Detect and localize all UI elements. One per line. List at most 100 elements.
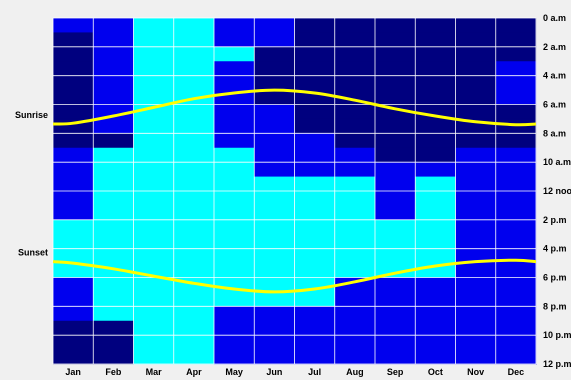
heatmap-cell	[173, 191, 215, 206]
y-tick-label: 6 p.m	[543, 273, 567, 283]
heatmap-cell	[53, 349, 94, 365]
heatmap-cell	[334, 18, 376, 33]
heatmap-cell	[53, 277, 94, 293]
heatmap-cell	[495, 46, 537, 62]
sun-curves	[52, 88, 537, 294]
heatmap-cell	[254, 162, 295, 178]
heatmap-cell	[334, 61, 376, 77]
heatmap-cell	[495, 320, 537, 336]
heatmap-cell	[173, 349, 215, 365]
heatmap-cell	[334, 263, 376, 278]
heatmap-cell	[53, 248, 94, 264]
series-line-sunset	[52, 258, 537, 294]
heatmap-cell	[334, 147, 376, 163]
heatmap-cell	[93, 104, 134, 120]
x-tick-label: Jun	[266, 367, 282, 377]
heatmap-cell	[214, 147, 255, 163]
heatmap-cell	[93, 176, 134, 192]
heatmap-cell	[415, 205, 456, 221]
heatmap-cell	[375, 133, 416, 149]
heatmap-cell	[334, 335, 376, 351]
heatmap-cell	[375, 32, 416, 48]
heatmap-cell	[455, 162, 497, 178]
heatmap-cell	[495, 349, 537, 365]
heatmap-cell	[173, 335, 215, 351]
heatmap-cell	[173, 104, 215, 120]
heatmap-cell	[375, 147, 416, 163]
heatmap-cell	[375, 248, 416, 264]
heatmap-cell	[455, 46, 497, 62]
heatmap-cell	[53, 205, 94, 221]
heatmap-cell	[334, 191, 376, 206]
series-label-sunset: Sunset	[18, 248, 48, 258]
heatmap-cell	[375, 162, 416, 178]
heatmap-cell	[173, 18, 215, 33]
y-tick-label: 6 a.m	[543, 100, 566, 110]
heatmap-cell	[53, 32, 94, 48]
heatmap-cell	[214, 248, 255, 264]
x-tick-label: Apr	[186, 367, 202, 377]
heatmap-cells	[53, 18, 537, 365]
heatmap-cell	[375, 61, 416, 77]
heatmap-cell	[294, 248, 336, 264]
heatmap-cell	[375, 90, 416, 105]
heatmap-cell	[455, 32, 497, 48]
heatmap-cell	[415, 118, 456, 134]
heatmap-cell	[254, 205, 295, 221]
heatmap-cell	[254, 349, 295, 365]
heatmap-cell	[173, 176, 215, 192]
heatmap-cell	[173, 205, 215, 221]
heatmap-cell	[415, 277, 456, 293]
x-tick-label: Mar	[146, 367, 163, 377]
heatmap-cell	[133, 118, 175, 134]
x-tick-label: May	[225, 367, 243, 377]
heatmap-cell	[294, 335, 336, 351]
heatmap-cell	[53, 219, 94, 235]
heatmap-cell	[415, 291, 456, 307]
heatmap-cell	[334, 277, 376, 293]
heatmap-cell	[375, 191, 416, 206]
heatmap-cell	[214, 335, 255, 351]
heatmap-cell	[53, 306, 94, 322]
heatmap-cell	[294, 18, 336, 33]
heatmap-cell	[495, 191, 537, 206]
heatmap-cell	[254, 147, 295, 163]
series-line-sunrise	[52, 88, 537, 127]
heatmap-cell	[415, 219, 456, 235]
heatmap-cell	[173, 118, 215, 134]
heatmap-cell	[495, 61, 537, 77]
heatmap-cell	[455, 335, 497, 351]
heatmap-cell	[93, 162, 134, 178]
heatmap-cell	[254, 104, 295, 120]
heatmap-cell	[254, 46, 295, 62]
heatmap-cell	[93, 32, 134, 48]
y-tick-label: 4 p.m	[543, 244, 567, 254]
heatmap-cell	[93, 234, 134, 250]
x-tick-label: Nov	[467, 367, 484, 377]
heatmap-cell	[334, 75, 376, 91]
x-tick-label: Jan	[65, 367, 81, 377]
heatmap-cell	[294, 32, 336, 48]
heatmap-cell	[415, 320, 456, 336]
heatmap-cell	[294, 162, 336, 178]
y-tick-label: 12 p.m	[543, 359, 571, 369]
heatmap-cell	[254, 118, 295, 134]
heatmap-cell	[93, 147, 134, 163]
heatmap-cell	[334, 118, 376, 134]
heatmap-cell	[214, 133, 255, 149]
heatmap-cell	[254, 306, 295, 322]
heatmap-cell	[455, 349, 497, 365]
heatmap-cell	[133, 320, 175, 336]
heatmap-cell	[294, 176, 336, 192]
x-tick-label: Aug	[346, 367, 364, 377]
heatmap-cell	[334, 306, 376, 322]
heatmap-cell	[334, 46, 376, 62]
heatmap-cell	[93, 191, 134, 206]
heatmap-cell	[133, 349, 175, 365]
heatmap-cell	[93, 277, 134, 293]
heatmap-cell	[133, 291, 175, 307]
heatmap-cell	[93, 118, 134, 134]
heatmap-cell	[455, 133, 497, 149]
heatmap-cell	[214, 75, 255, 91]
heatmap-cell	[133, 306, 175, 322]
